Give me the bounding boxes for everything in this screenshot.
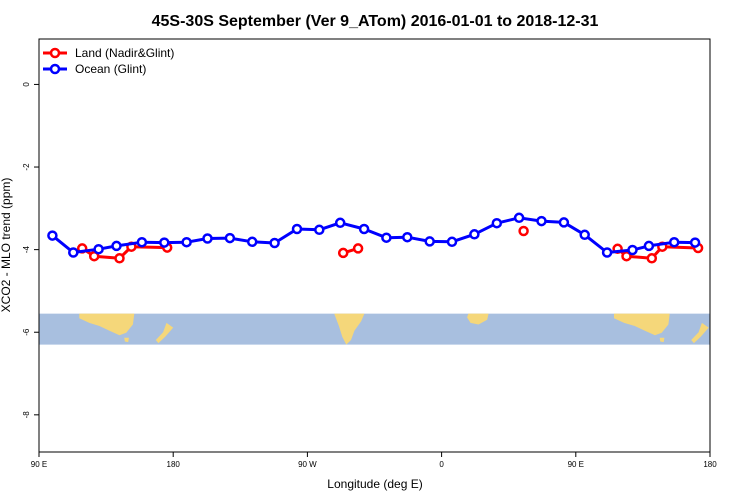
- data-point: [558, 217, 570, 228]
- data-point: [668, 236, 680, 248]
- data-point: [402, 231, 413, 243]
- data-point: [601, 247, 613, 258]
- x-tick-label: 180: [167, 460, 181, 469]
- legend-marker: [49, 47, 61, 59]
- data-point: [643, 240, 655, 252]
- legend: Land (Nadir&Glint) Ocean (Glint): [43, 46, 174, 76]
- land-newzealand: [155, 322, 174, 344]
- land-africa: [467, 313, 489, 325]
- data-point: [114, 253, 125, 264]
- x-tick-label: 180: [703, 460, 717, 469]
- data-point: [469, 229, 480, 240]
- data-point: [111, 240, 122, 252]
- data-point: [314, 224, 325, 236]
- data-point: [224, 232, 236, 244]
- data-point: [446, 236, 458, 248]
- legend-label: Ocean (Glint): [75, 62, 146, 76]
- data-point: [579, 229, 590, 241]
- y-tick-label: -6: [22, 328, 31, 336]
- x-axis: 90 E 180 90 W 0 90 E 180: [31, 452, 717, 469]
- data-point: [181, 236, 192, 248]
- data-point: [246, 236, 258, 248]
- data-point: [381, 232, 392, 243]
- land-tasmania: [124, 337, 129, 343]
- data-point: [136, 236, 148, 248]
- data-point: [621, 250, 632, 262]
- land-newzealand-2: [691, 322, 709, 344]
- x-tick-label: 0: [439, 460, 444, 469]
- x-tick-label: 90 W: [298, 460, 317, 469]
- y-axis-label: XCO2 - MLO trend (ppm): [0, 178, 13, 313]
- plot-frame: [38, 38, 711, 453]
- data-point: [269, 237, 280, 249]
- data-point: [202, 233, 213, 244]
- y-tick-label: -2: [22, 163, 31, 171]
- data-point: [491, 217, 503, 229]
- data-point: [93, 243, 104, 255]
- data-point: [358, 223, 370, 235]
- data-point: [334, 217, 346, 229]
- data-point: [689, 237, 701, 248]
- land-australia: [79, 313, 135, 336]
- chart-title: 45S-30S September (Ver 9_ATom) 2016-01-0…: [152, 13, 599, 30]
- y-axis: 0 -2 -4 -6 -8: [22, 82, 39, 419]
- series-layer: [47, 212, 704, 264]
- y-tick-label: -4: [22, 246, 31, 254]
- land-australia-2: [614, 313, 670, 336]
- legend-item: Land (Nadir&Glint): [43, 46, 174, 60]
- series-ocean: [47, 212, 701, 258]
- land-tasmania-2: [659, 337, 665, 343]
- x-tick-label: 90 E: [31, 460, 47, 469]
- data-point: [291, 223, 303, 235]
- data-point: [337, 247, 349, 259]
- x-tick-label: 90 E: [568, 460, 584, 469]
- data-point: [68, 247, 79, 258]
- data-point: [352, 243, 364, 254]
- legend-marker: [49, 63, 61, 75]
- data-point: [536, 215, 547, 227]
- y-tick-label: 0: [22, 82, 31, 87]
- data-point: [513, 212, 525, 224]
- map-ocean: [39, 313, 710, 345]
- x-axis-label: Longitude (deg E): [327, 477, 422, 491]
- legend-label: Land (Nadir&Glint): [75, 46, 174, 60]
- data-point: [47, 230, 58, 241]
- y-tick-label: -8: [22, 411, 31, 419]
- data-point: [424, 236, 435, 247]
- data-point: [518, 225, 529, 237]
- data-point: [646, 253, 658, 264]
- data-point: [159, 237, 170, 248]
- map-strip: [39, 313, 710, 345]
- legend-item: Ocean (Glint): [43, 62, 146, 76]
- land-southamerica: [334, 313, 365, 345]
- data-point: [88, 250, 100, 262]
- data-point: [627, 244, 638, 256]
